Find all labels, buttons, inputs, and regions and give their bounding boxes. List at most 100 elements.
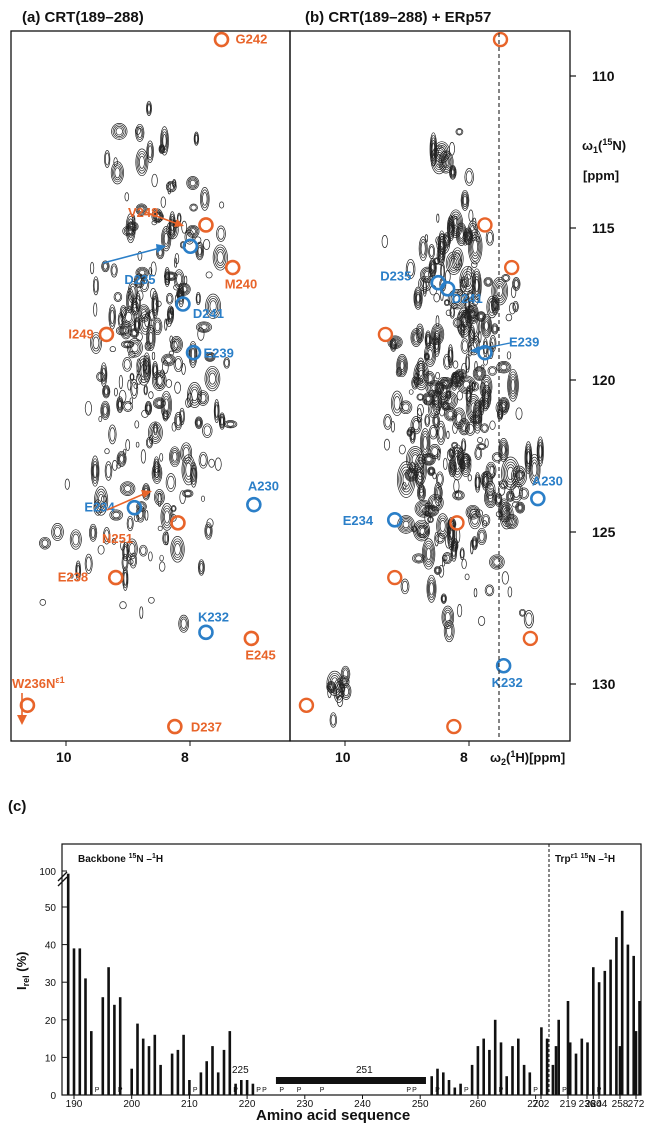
bar-trp bbox=[554, 1046, 558, 1095]
region-end-label: 251 bbox=[356, 1065, 373, 1076]
bar-backbone bbox=[147, 1046, 151, 1095]
backbone-label: Backbone 15N –1H bbox=[78, 853, 163, 865]
peak-label-b: E239 bbox=[509, 335, 539, 350]
proline-mark: P bbox=[233, 1087, 238, 1094]
ytick-b: 130 bbox=[592, 676, 616, 692]
bar-backbone bbox=[638, 1001, 641, 1095]
arrow-v248 bbox=[144, 211, 184, 227]
chart-c-frame bbox=[61, 843, 642, 1096]
bar-backbone bbox=[240, 1080, 243, 1095]
bar-trp bbox=[618, 1046, 622, 1095]
xtick-a-8: 8 bbox=[181, 749, 189, 765]
bar-backbone bbox=[159, 1064, 162, 1095]
ytick-c: 50 bbox=[45, 903, 57, 914]
bar-backbone bbox=[90, 1031, 93, 1095]
bar-backbone bbox=[511, 1046, 514, 1095]
bar-backbone bbox=[470, 1064, 474, 1095]
bar-backbone bbox=[528, 1072, 532, 1095]
arrow-e239-b bbox=[470, 342, 511, 354]
proline-mark: P bbox=[412, 1087, 417, 1094]
peak-label-a: D237 bbox=[191, 720, 222, 735]
ytick-c: 20 bbox=[45, 1016, 57, 1027]
spectrum-b bbox=[326, 128, 544, 728]
bar-backbone bbox=[540, 1027, 543, 1095]
peak-label-a: E245 bbox=[245, 647, 275, 662]
peak-circle-a bbox=[107, 569, 124, 586]
bar-backbone bbox=[499, 1042, 503, 1095]
xtick-a-10: 10 bbox=[56, 749, 72, 765]
bar-backbone bbox=[551, 1064, 555, 1095]
lost-peak-circle bbox=[387, 569, 403, 586]
ytick-c: 0 bbox=[50, 1091, 56, 1102]
bar-backbone bbox=[251, 1083, 255, 1095]
proline-mark: P bbox=[533, 1087, 538, 1094]
bar-backbone bbox=[216, 1072, 220, 1095]
panel-a-title: (a) CRT(189–288) bbox=[22, 9, 144, 26]
bar-backbone bbox=[557, 1019, 560, 1095]
lost-peak-circle bbox=[477, 217, 493, 233]
proline-mark: P bbox=[262, 1087, 267, 1094]
bar-backbone bbox=[436, 1068, 439, 1095]
bar-backbone bbox=[505, 1076, 508, 1095]
proline-mark: P bbox=[406, 1087, 411, 1094]
peak-circle-b bbox=[439, 280, 456, 297]
bar-backbone bbox=[545, 1038, 549, 1095]
xtick-c: 236 bbox=[579, 1099, 596, 1110]
bar-backbone bbox=[141, 1038, 145, 1095]
xtick-c: 250 bbox=[412, 1099, 429, 1110]
lost-peak-circle bbox=[492, 31, 509, 48]
bar-trp bbox=[597, 1087, 601, 1095]
peak-label-a: D241 bbox=[193, 306, 224, 321]
bar-backbone bbox=[211, 1046, 214, 1095]
peak-circle-a bbox=[170, 515, 186, 531]
lost-peak-circle bbox=[377, 326, 394, 343]
bar-backbone bbox=[430, 1076, 433, 1095]
bar-backbone bbox=[72, 948, 76, 1095]
peak-label-b: K232 bbox=[492, 675, 523, 690]
xtick-c: 210 bbox=[181, 1099, 198, 1110]
proline-mark: P bbox=[118, 1087, 123, 1094]
peak-circle-b bbox=[530, 490, 546, 507]
proline-mark: P bbox=[297, 1087, 302, 1094]
bar-backbone bbox=[493, 1019, 497, 1095]
ylabel-c: Irel (%) bbox=[14, 952, 31, 990]
bar-backbone bbox=[153, 1034, 157, 1095]
bar-backbone bbox=[574, 1053, 578, 1095]
bar-backbone bbox=[199, 1072, 203, 1095]
peak-label-a: K232 bbox=[198, 609, 229, 624]
bar-backbone bbox=[130, 1068, 133, 1095]
bar-backbone bbox=[182, 1034, 185, 1095]
peak-label-a: E238 bbox=[58, 570, 88, 585]
bar-backbone bbox=[568, 1042, 572, 1095]
xtick-c: 270 bbox=[527, 1099, 544, 1110]
bar-backbone bbox=[101, 997, 105, 1095]
ylabel-b-unit: [ppm] bbox=[583, 168, 619, 183]
peak-label-a: D235 bbox=[124, 272, 155, 287]
bar-backbone bbox=[626, 944, 630, 1095]
bar-backbone bbox=[176, 1049, 180, 1095]
ytick-c: 30 bbox=[45, 978, 57, 989]
lost-peak-circle bbox=[503, 259, 520, 276]
bar-backbone bbox=[447, 1080, 451, 1095]
peak-circle-a bbox=[198, 624, 214, 641]
bar-backbone bbox=[632, 955, 635, 1095]
bar-backbone bbox=[615, 937, 618, 1095]
xtick-c: 258 bbox=[612, 1099, 629, 1110]
peak-circle-a bbox=[185, 344, 202, 361]
spectrum-b-frame bbox=[289, 30, 571, 742]
bar-backbone bbox=[609, 959, 612, 1095]
bar-backbone bbox=[84, 978, 87, 1095]
peak-label-a: E239 bbox=[204, 346, 234, 361]
proline-mark: P bbox=[435, 1087, 440, 1094]
arrow-d235 bbox=[102, 244, 166, 264]
bar-trp bbox=[566, 1001, 570, 1095]
xtick-b-8: 8 bbox=[460, 749, 468, 765]
bar-backbone bbox=[205, 1061, 208, 1095]
peak-circle-a bbox=[182, 238, 199, 255]
bar-backbone bbox=[592, 967, 595, 1095]
lost-peak-circle bbox=[522, 630, 539, 647]
proline-mark: P bbox=[597, 1087, 602, 1094]
